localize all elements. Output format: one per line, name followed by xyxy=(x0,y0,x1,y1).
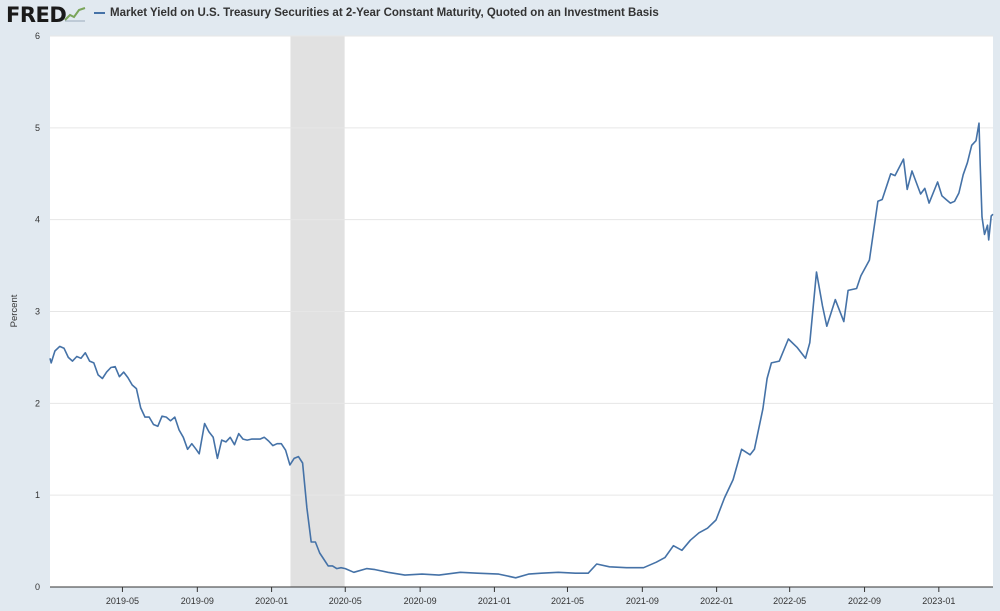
legend-label: Market Yield on U.S. Treasury Securities… xyxy=(110,7,659,19)
series-line-0[interactable] xyxy=(49,122,994,579)
x-tick-label: 2020-01 xyxy=(255,596,288,606)
y-tick-label: 0 xyxy=(35,582,40,592)
y-tick-label: 2 xyxy=(35,398,40,408)
y-tick-label: 4 xyxy=(35,215,40,225)
y-tick-label: 1 xyxy=(35,490,40,500)
fred-logo[interactable]: FRED xyxy=(6,3,67,27)
x-tick-label: 2022-05 xyxy=(773,596,806,606)
x-axis: 2019-05 2019-09 2020-01 2020-05 2020-09 2021-… xyxy=(106,587,955,606)
x-tick-label: 2022-01 xyxy=(700,596,733,606)
series-layer[interactable] xyxy=(49,122,994,579)
x-tick-label: 2021-01 xyxy=(478,596,511,606)
y-axis-title: Percent xyxy=(9,294,20,327)
x-tick-label: 2021-09 xyxy=(626,596,659,606)
y-tick-label: 6 xyxy=(35,31,40,41)
x-tick-label: 2020-09 xyxy=(404,596,437,606)
y-tick-label: 3 xyxy=(35,307,40,317)
y-axis: 0 1 2 3 4 5 6 xyxy=(35,31,40,592)
x-tick-label: 2020-05 xyxy=(329,596,362,606)
line-graph-icon xyxy=(64,7,86,22)
x-tick-label: 2021-05 xyxy=(551,596,584,606)
x-tick-label: 2022-09 xyxy=(848,596,881,606)
y-tick-label: 5 xyxy=(35,123,40,133)
legend-swatch xyxy=(94,11,105,14)
legend[interactable]: Market Yield on U.S. Treasury Securities… xyxy=(94,7,659,19)
x-tick-label: 2019-09 xyxy=(181,596,214,606)
chart-header: FRED Market Yield on U.S. Treasury Secur… xyxy=(0,0,1000,30)
x-tick-label: 2019-05 xyxy=(106,596,139,606)
grid-layer xyxy=(50,35,993,496)
x-tick-label: 2023-01 xyxy=(922,596,955,606)
